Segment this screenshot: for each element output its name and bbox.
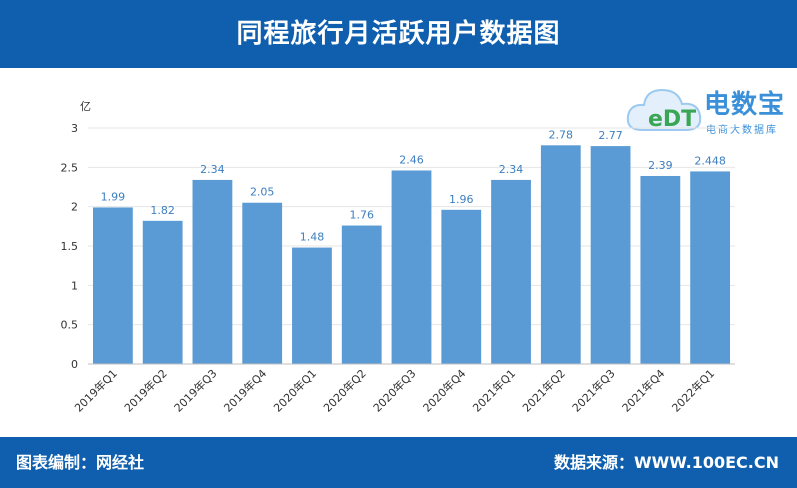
y-tick-label: 3 xyxy=(71,122,78,135)
bar xyxy=(491,179,531,364)
x-tick-label: 2020年Q1 xyxy=(271,366,320,415)
bar xyxy=(590,146,631,364)
x-tick-label: 2022年Q1 xyxy=(669,366,718,415)
x-tick-label: 2019年Q2 xyxy=(121,366,170,415)
y-tick-label: 0.5 xyxy=(61,319,79,332)
bar-value-label: 2.46 xyxy=(399,153,424,166)
bar xyxy=(441,209,482,364)
footer-bar: 图表编制：网经社 数据来源：WWW.100EC.CN xyxy=(0,437,797,488)
footer-source: 数据来源：WWW.100EC.CN xyxy=(553,453,779,472)
x-tick-label: 2021年Q4 xyxy=(619,366,668,415)
x-tick-label: 2021年Q2 xyxy=(519,366,568,415)
bar xyxy=(341,225,382,364)
page-title: 同程旅行月活跃用户数据图 xyxy=(236,19,561,49)
bar xyxy=(640,175,681,364)
bar xyxy=(142,220,183,364)
x-tick-label: 2019年Q4 xyxy=(221,366,270,415)
bar xyxy=(242,202,283,364)
bar-value-label: 2.34 xyxy=(200,163,225,176)
x-tick-label: 2020年Q4 xyxy=(420,366,469,415)
logo-subtitle: 电商大数据库 xyxy=(706,125,778,136)
bar xyxy=(192,179,233,364)
bar xyxy=(690,171,731,364)
bar-value-label: 2.39 xyxy=(648,159,673,172)
bar-value-label: 1.48 xyxy=(300,231,325,244)
header-bar: 同程旅行月活跃用户数据图 xyxy=(0,0,797,68)
bar-value-label: 1.99 xyxy=(101,190,126,203)
bar-value-label: 2.05 xyxy=(250,186,275,199)
bar-value-label: 2.78 xyxy=(549,128,574,141)
bar xyxy=(391,170,432,364)
bar-value-label: 2.77 xyxy=(598,129,623,142)
y-tick-label: 1.5 xyxy=(61,240,79,253)
logo-name: 电数宝 xyxy=(704,90,786,120)
x-tick-label: 2019年Q3 xyxy=(171,366,220,415)
bar xyxy=(92,207,133,364)
y-axis-unit-label: 亿 xyxy=(80,100,91,113)
bar-value-label: 2.34 xyxy=(499,163,524,176)
x-tick-label: 2019年Q1 xyxy=(71,366,120,415)
footer-compiled-by: 图表编制：网经社 xyxy=(16,453,145,472)
bar-value-label: 1.76 xyxy=(349,209,374,222)
y-tick-label: 2.5 xyxy=(61,161,79,174)
bar xyxy=(292,247,332,364)
x-tick-label: 2021年Q3 xyxy=(569,366,618,415)
bar-value-label: 1.96 xyxy=(449,193,474,206)
bar-chart: 亿 0 0.5 1 1.5 2 2.5 3 1.99 1.82 2.34 2.05 1.48 1.76… xyxy=(61,100,735,415)
x-tick-label: 2020年Q2 xyxy=(320,366,369,415)
y-tick-label: 2 xyxy=(71,201,78,214)
x-tick-label: 2021年Q1 xyxy=(470,366,519,415)
bar-value-label: 2.448 xyxy=(694,154,726,167)
x-tick-label: 2020年Q3 xyxy=(370,366,419,415)
y-tick-label: 1 xyxy=(71,279,78,292)
y-tick-label: 0 xyxy=(71,358,78,371)
bar xyxy=(540,145,581,364)
bar-value-label: 1.82 xyxy=(150,204,175,217)
